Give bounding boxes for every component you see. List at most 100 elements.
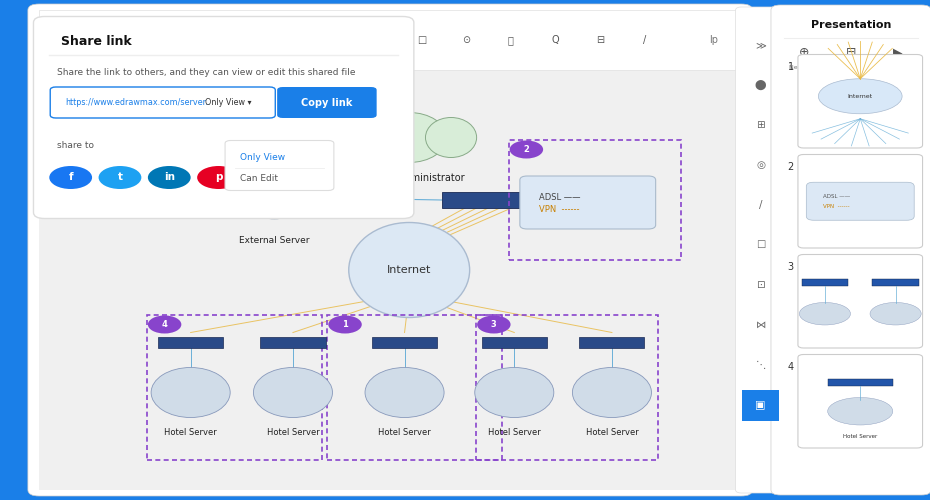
- Text: T: T: [106, 35, 112, 45]
- FancyBboxPatch shape: [736, 7, 786, 493]
- Text: ⊕: ⊕: [799, 46, 809, 59]
- FancyBboxPatch shape: [442, 192, 535, 208]
- Circle shape: [148, 316, 181, 334]
- Text: ⌖: ⌖: [508, 35, 513, 45]
- Text: Only View: Only View: [240, 153, 286, 162]
- Text: External Server: External Server: [239, 236, 310, 244]
- Ellipse shape: [365, 368, 444, 418]
- FancyBboxPatch shape: [158, 336, 223, 347]
- Text: Hotel Server: Hotel Server: [379, 428, 431, 437]
- Text: ⋈: ⋈: [755, 320, 766, 330]
- Text: Q: Q: [551, 35, 559, 45]
- Text: /: /: [643, 35, 646, 45]
- FancyBboxPatch shape: [482, 336, 547, 347]
- Text: f: f: [69, 172, 73, 182]
- Ellipse shape: [572, 368, 651, 418]
- Text: 3: 3: [788, 262, 794, 272]
- FancyBboxPatch shape: [771, 5, 930, 495]
- Text: 1: 1: [788, 62, 794, 72]
- Ellipse shape: [799, 302, 850, 325]
- Text: Hotel Server: Hotel Server: [165, 428, 217, 437]
- Circle shape: [197, 166, 240, 189]
- Text: ⊞: ⊞: [756, 120, 765, 130]
- Circle shape: [49, 166, 92, 189]
- Text: ⊡: ⊡: [756, 280, 765, 290]
- FancyBboxPatch shape: [39, 70, 741, 490]
- Text: lp: lp: [709, 35, 718, 45]
- Ellipse shape: [818, 78, 902, 114]
- Text: Only View ▾: Only View ▾: [205, 98, 251, 107]
- FancyBboxPatch shape: [50, 87, 275, 118]
- FancyBboxPatch shape: [798, 154, 923, 248]
- Ellipse shape: [828, 398, 893, 425]
- Text: ⊞: ⊞: [284, 35, 291, 45]
- Text: ⬤: ⬤: [755, 80, 766, 90]
- FancyBboxPatch shape: [39, 10, 741, 70]
- FancyBboxPatch shape: [520, 176, 656, 229]
- Ellipse shape: [426, 118, 476, 158]
- Ellipse shape: [244, 181, 304, 219]
- FancyBboxPatch shape: [33, 16, 414, 218]
- Text: Copy link: Copy link: [301, 98, 352, 108]
- Text: share to: share to: [57, 140, 94, 149]
- Text: ↗: ↗: [194, 35, 202, 45]
- Text: 4: 4: [788, 362, 794, 372]
- FancyBboxPatch shape: [742, 390, 779, 421]
- Circle shape: [510, 140, 543, 158]
- Ellipse shape: [474, 368, 553, 418]
- Text: Hotel Server: Hotel Server: [488, 428, 540, 437]
- Text: ⬡: ⬡: [238, 35, 247, 45]
- Text: in: in: [164, 172, 175, 182]
- Text: ADSL ——: ADSL ——: [823, 194, 850, 198]
- Text: ⊢: ⊢: [327, 35, 337, 45]
- Text: Administrator: Administrator: [399, 172, 466, 182]
- Ellipse shape: [372, 112, 446, 162]
- FancyBboxPatch shape: [798, 354, 923, 448]
- Text: □: □: [417, 35, 426, 45]
- Text: ⊟: ⊟: [845, 46, 857, 59]
- Text: Play: Play: [891, 65, 904, 70]
- Text: VPN  ------: VPN ------: [539, 206, 580, 214]
- Text: ▣: ▣: [755, 400, 766, 410]
- Text: ⊟: ⊟: [596, 35, 604, 45]
- Text: Share link: Share link: [61, 35, 132, 48]
- FancyBboxPatch shape: [225, 140, 334, 190]
- Circle shape: [148, 166, 191, 189]
- FancyBboxPatch shape: [798, 54, 923, 148]
- Ellipse shape: [253, 368, 332, 418]
- Text: 2: 2: [788, 162, 794, 172]
- Text: VPN  ------: VPN ------: [823, 204, 850, 209]
- FancyBboxPatch shape: [260, 336, 326, 347]
- Text: Internet: Internet: [847, 94, 873, 99]
- FancyBboxPatch shape: [872, 279, 919, 286]
- FancyBboxPatch shape: [802, 279, 848, 286]
- Circle shape: [246, 166, 289, 189]
- Text: Share the link to others, and they can view or edit this shared file: Share the link to others, and they can v…: [57, 68, 355, 77]
- Text: ◎: ◎: [756, 160, 765, 170]
- Text: New Slide: New Slide: [789, 65, 820, 70]
- Text: ☐: ☐: [756, 240, 765, 250]
- Circle shape: [99, 166, 141, 189]
- Text: ▲: ▲: [373, 35, 380, 45]
- Text: └: └: [151, 35, 156, 45]
- Text: 3: 3: [491, 320, 497, 329]
- Text: ▶: ▶: [893, 46, 902, 59]
- FancyBboxPatch shape: [828, 379, 893, 386]
- Text: Internet: Internet: [387, 265, 432, 275]
- Circle shape: [328, 316, 362, 334]
- FancyBboxPatch shape: [28, 4, 752, 496]
- FancyBboxPatch shape: [806, 182, 914, 220]
- Text: ≫: ≫: [755, 40, 766, 50]
- Text: Presentation: Presentation: [811, 20, 891, 30]
- FancyBboxPatch shape: [277, 87, 377, 118]
- FancyBboxPatch shape: [798, 254, 923, 348]
- Text: ADSL ——: ADSL ——: [539, 193, 581, 202]
- Ellipse shape: [870, 302, 921, 325]
- Ellipse shape: [151, 368, 230, 418]
- Text: 1: 1: [342, 320, 348, 329]
- Text: Hotel Server: Hotel Server: [586, 428, 638, 437]
- Text: Can Edit: Can Edit: [240, 174, 278, 183]
- Text: Hotel Server: Hotel Server: [844, 434, 877, 438]
- Text: Router: Router: [544, 193, 577, 203]
- Circle shape: [477, 316, 511, 334]
